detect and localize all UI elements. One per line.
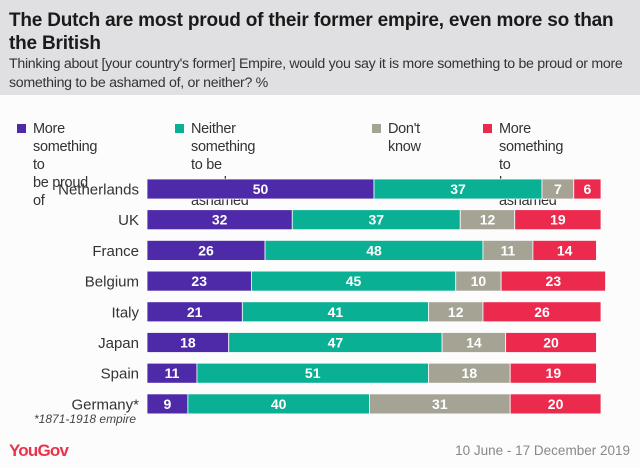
chart-title: The Dutch are most proud of their former… <box>9 10 614 54</box>
data-label: 12 <box>448 304 464 320</box>
chart-subtitle: Thinking about [your country's former] E… <box>9 56 623 91</box>
bar-segment <box>573 178 602 200</box>
category-label: Spain <box>101 366 139 383</box>
category-label: Italy <box>111 304 139 321</box>
data-label: 45 <box>346 273 362 289</box>
yougov-logo: YouGov <box>9 441 69 460</box>
legend-swatch <box>17 124 26 133</box>
data-label: 20 <box>548 396 564 412</box>
bar-segment <box>509 393 602 415</box>
data-label: 12 <box>480 212 496 228</box>
survey-date: 10 June - 17 December 2019 <box>455 443 630 458</box>
data-label: 10 <box>471 273 487 289</box>
category-label: Netherlands <box>58 182 139 199</box>
category-label: Belgium <box>85 274 139 291</box>
legend-swatch <box>175 124 184 133</box>
data-label: 19 <box>550 212 566 228</box>
bar-segment <box>500 270 606 292</box>
data-label: 9 <box>164 396 172 412</box>
data-label: 37 <box>368 212 384 228</box>
data-label: 11 <box>501 242 516 258</box>
legend-swatch <box>372 124 381 133</box>
data-label: 18 <box>180 335 196 351</box>
data-label: 32 <box>212 212 228 228</box>
data-label: 20 <box>543 335 559 351</box>
data-label: 41 <box>328 304 344 320</box>
data-label: 7 <box>554 181 562 197</box>
data-label: 23 <box>546 273 562 289</box>
category-label: Japan <box>98 335 139 352</box>
data-label: 31 <box>432 396 448 412</box>
data-label: 47 <box>328 335 344 351</box>
data-label: 11 <box>165 365 180 381</box>
bar-segment <box>532 239 597 261</box>
data-label: 14 <box>466 335 482 351</box>
legend-label: Don't know <box>388 121 421 155</box>
data-label: 21 <box>187 304 203 320</box>
legend-swatch <box>483 124 492 133</box>
data-label: 26 <box>198 242 214 258</box>
category-label: France <box>92 243 139 260</box>
data-label: 51 <box>305 365 321 381</box>
category-label: UK <box>118 212 139 229</box>
data-label: 48 <box>366 242 382 258</box>
data-label: 18 <box>462 365 478 381</box>
bar-segment <box>514 209 602 231</box>
legend-label: More something to be proud of <box>33 121 98 209</box>
data-label: 40 <box>271 396 287 412</box>
category-label: Germany* <box>71 396 139 413</box>
bar-segment <box>505 332 597 353</box>
data-label: 37 <box>450 181 466 197</box>
data-label: 26 <box>534 304 550 320</box>
chart-header: The Dutch are most proud of their former… <box>0 0 640 95</box>
data-label: 6 <box>583 181 591 197</box>
data-label: 50 <box>253 181 269 197</box>
bar-segment <box>482 301 602 323</box>
data-label: 14 <box>557 242 573 258</box>
footnote: *1871-1918 empire <box>34 412 137 426</box>
bar-segment <box>509 362 597 384</box>
data-label: 19 <box>546 365 562 381</box>
data-label: 23 <box>191 273 207 289</box>
